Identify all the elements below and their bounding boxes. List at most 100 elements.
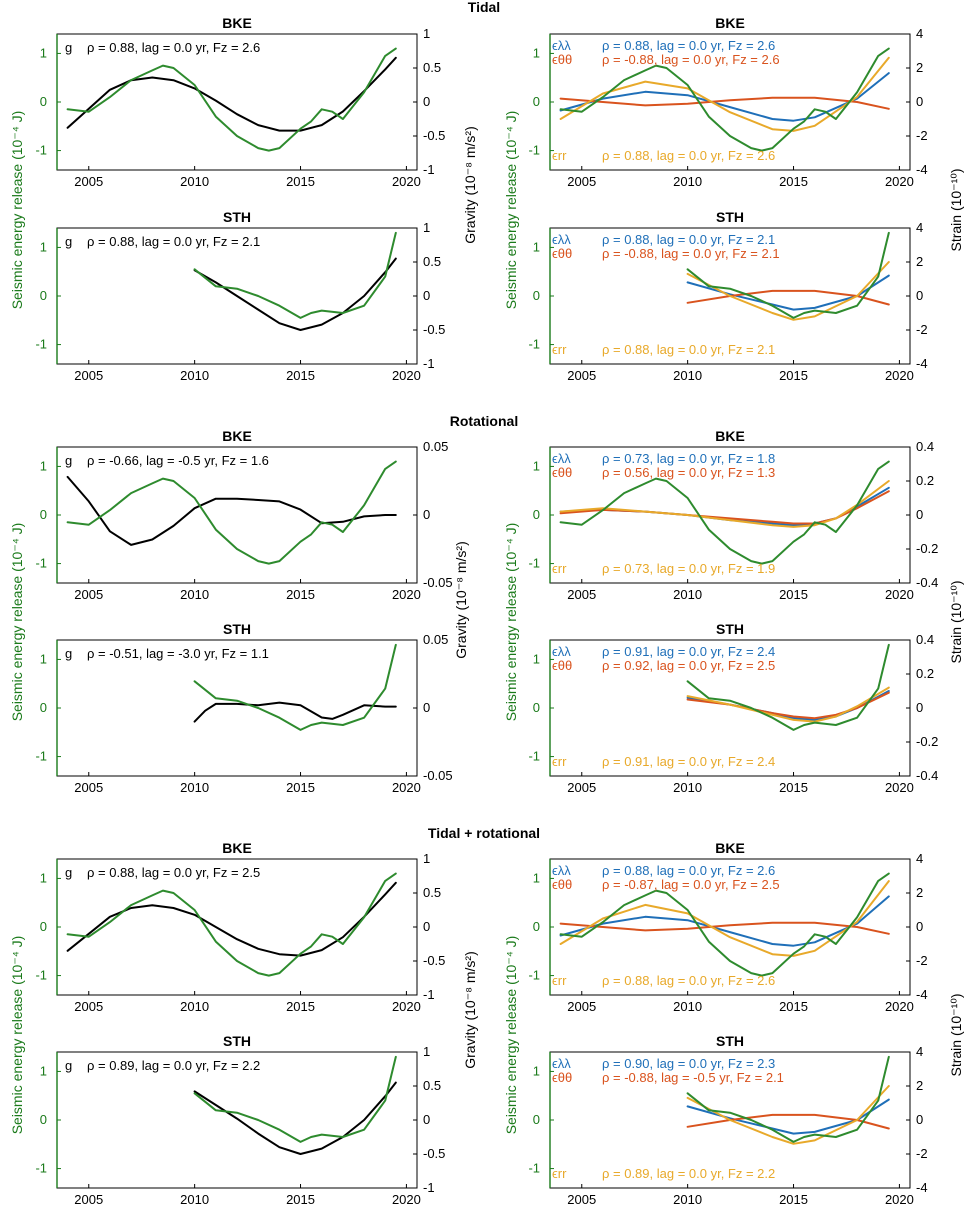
x-tick-label: 2005 bbox=[567, 587, 596, 602]
y-right-tick-label: -0.5 bbox=[423, 322, 445, 337]
y-right-tick-label: -0.2 bbox=[916, 541, 938, 556]
x-tick-label: 2005 bbox=[74, 1192, 103, 1207]
y-left-tick-label: 0 bbox=[40, 700, 47, 715]
strain-lambda-line bbox=[559, 72, 890, 122]
y-left-tick-label: 1 bbox=[533, 239, 540, 254]
y-right-tick-label: -0.4 bbox=[916, 575, 938, 590]
y-left-tick-label: 0 bbox=[533, 288, 540, 303]
panel-title: BKE bbox=[222, 840, 252, 856]
y-left-tick-label: 0 bbox=[533, 507, 540, 522]
x-tick-label: 2020 bbox=[885, 368, 914, 383]
y-left-tick-label: 1 bbox=[40, 651, 47, 666]
y-right-tick-label: 0 bbox=[423, 919, 430, 934]
strain-theta-symbol: ϵθθ bbox=[552, 246, 572, 261]
y-left-tick-label: 0 bbox=[40, 507, 47, 522]
y-right-tick-label: 1 bbox=[423, 220, 430, 235]
gravity-marker-label: g bbox=[65, 646, 72, 661]
seismic-energy-line bbox=[686, 643, 890, 731]
seismic-energy-line bbox=[66, 47, 397, 152]
correlation-annotation: ρ = 0.88, lag = 0.0 yr, Fz = 2.6 bbox=[87, 40, 260, 55]
y-right-tick-label: 4 bbox=[916, 851, 923, 866]
x-tick-label: 2015 bbox=[779, 1192, 808, 1207]
strain-rr-annotation: ρ = 0.73, lag = 0.0 yr, Fz = 1.9 bbox=[602, 561, 775, 576]
x-tick-label: 2005 bbox=[74, 587, 103, 602]
x-tick-label: 2005 bbox=[567, 1192, 596, 1207]
y-right-tick-label: -4 bbox=[916, 356, 928, 371]
strain-lambda-symbol: ϵλλ bbox=[552, 232, 571, 247]
seismic-energy-line bbox=[193, 643, 397, 731]
y-right-tick-label: 2 bbox=[916, 254, 923, 269]
panel-tidal-rotational-bke-gravity: BKE 2005 2010 2015 2020 1 0 -1 1 0.5 0 -0.5 -1 g ρ = 0… bbox=[35, 840, 445, 1014]
panel-title: BKE bbox=[715, 15, 745, 31]
panel-rotational-bke-strain: BKE 2005 2010 2015 2020 1 0 -1 0.4 0.2 0 -0.2 -0.4 ϵλ… bbox=[528, 428, 938, 602]
y-label-seismic-both: Seismic energy release (10⁻⁴ J) bbox=[9, 936, 25, 1135]
strain-lambda-symbol: ϵλλ bbox=[552, 644, 571, 659]
y-label-gravity-rot: Gravity (10⁻⁸ m/s²) bbox=[453, 541, 469, 659]
y-right-tick-label: -2 bbox=[916, 128, 928, 143]
strain-rr-annotation: ρ = 0.88, lag = 0.0 yr, Fz = 2.6 bbox=[602, 148, 775, 163]
strain-rr-line bbox=[559, 880, 890, 957]
y-right-tick-label: 0.5 bbox=[423, 885, 441, 900]
y-right-tick-label: 0.5 bbox=[423, 1078, 441, 1093]
y-left-tick-label: 1 bbox=[40, 1063, 47, 1078]
strain-theta-symbol: ϵθθ bbox=[552, 877, 572, 892]
y-right-tick-label: -0.5 bbox=[423, 1146, 445, 1161]
y-right-tick-label: 1 bbox=[423, 851, 430, 866]
gravity-line bbox=[193, 701, 397, 723]
gravity-line bbox=[193, 257, 397, 331]
strain-rr-symbol: ϵrr bbox=[552, 342, 567, 357]
y-left-tick-label: -1 bbox=[35, 1161, 47, 1176]
strain-rr-annotation: ρ = 0.88, lag = 0.0 yr, Fz = 2.6 bbox=[602, 973, 775, 988]
y-right-tick-label: 0 bbox=[916, 919, 923, 934]
seismic-energy-line bbox=[686, 231, 890, 319]
y-right-tick-label: -2 bbox=[916, 1146, 928, 1161]
x-tick-label: 2015 bbox=[779, 174, 808, 189]
y-right-tick-label: 0 bbox=[916, 94, 923, 109]
gravity-line bbox=[66, 56, 397, 132]
y-right-tick-label: -0.05 bbox=[423, 575, 453, 590]
y-right-tick-label: -1 bbox=[423, 987, 435, 1002]
x-tick-label: 2005 bbox=[567, 999, 596, 1014]
y-right-tick-label: 2 bbox=[916, 1078, 923, 1093]
y-right-tick-label: 0.2 bbox=[916, 473, 934, 488]
x-tick-label: 2015 bbox=[286, 368, 315, 383]
y-label-strain-rot: Strain (10⁻¹⁰) bbox=[948, 580, 964, 663]
x-tick-label: 2010 bbox=[673, 999, 702, 1014]
y-right-tick-label: -0.5 bbox=[423, 128, 445, 143]
x-tick-label: 2010 bbox=[673, 780, 702, 795]
seismic-energy-line bbox=[686, 1055, 890, 1143]
y-right-tick-label: 0 bbox=[423, 94, 430, 109]
seismic-energy-line bbox=[559, 872, 890, 977]
strain-rr-line bbox=[559, 56, 890, 132]
y-right-tick-label: 0.4 bbox=[916, 439, 934, 454]
y-left-tick-label: 1 bbox=[40, 45, 47, 60]
y-left-tick-label: -1 bbox=[35, 749, 47, 764]
correlation-annotation: ρ = 0.88, lag = 0.0 yr, Fz = 2.5 bbox=[87, 865, 260, 880]
y-label-seismic-rot: Seismic energy release (10⁻⁴ J) bbox=[9, 523, 25, 722]
x-tick-label: 2015 bbox=[286, 174, 315, 189]
y-right-tick-label: 1 bbox=[423, 26, 430, 41]
seismic-energy-line bbox=[66, 460, 397, 565]
y-left-tick-label: 0 bbox=[40, 94, 47, 109]
correlation-annotation: ρ = 0.89, lag = 0.0 yr, Fz = 2.2 bbox=[87, 1058, 260, 1073]
y-right-tick-label: -4 bbox=[916, 1180, 928, 1195]
strain-theta-annotation: ρ = 0.56, lag = 0.0 yr, Fz = 1.3 bbox=[602, 465, 775, 480]
y-left-tick-label: 1 bbox=[40, 239, 47, 254]
correlation-annotation: ρ = -0.66, lag = -0.5 yr, Fz = 1.6 bbox=[87, 453, 269, 468]
strain-rr-symbol: ϵrr bbox=[552, 148, 567, 163]
strain-rr-symbol: ϵrr bbox=[552, 1166, 567, 1181]
x-tick-label: 2005 bbox=[74, 999, 103, 1014]
y-right-tick-label: 0.5 bbox=[423, 60, 441, 75]
strain-rr-symbol: ϵrr bbox=[552, 754, 567, 769]
x-tick-label: 2010 bbox=[180, 174, 209, 189]
y-right-tick-label: 0.4 bbox=[916, 632, 934, 647]
section-title-tidal-rotational: Tidal + rotational bbox=[428, 825, 540, 841]
y-left-tick-label: -1 bbox=[528, 1161, 540, 1176]
y-right-tick-label: 4 bbox=[916, 220, 923, 235]
panel-title: BKE bbox=[715, 840, 745, 856]
section-title-rotational: Rotational bbox=[450, 413, 518, 429]
panel-tidal-rotational-sth-gravity: STH 2005 2010 2015 2020 1 0 -1 1 0.5 0 -0.5 -1 g ρ = 0… bbox=[35, 1033, 445, 1207]
x-tick-label: 2015 bbox=[286, 1192, 315, 1207]
